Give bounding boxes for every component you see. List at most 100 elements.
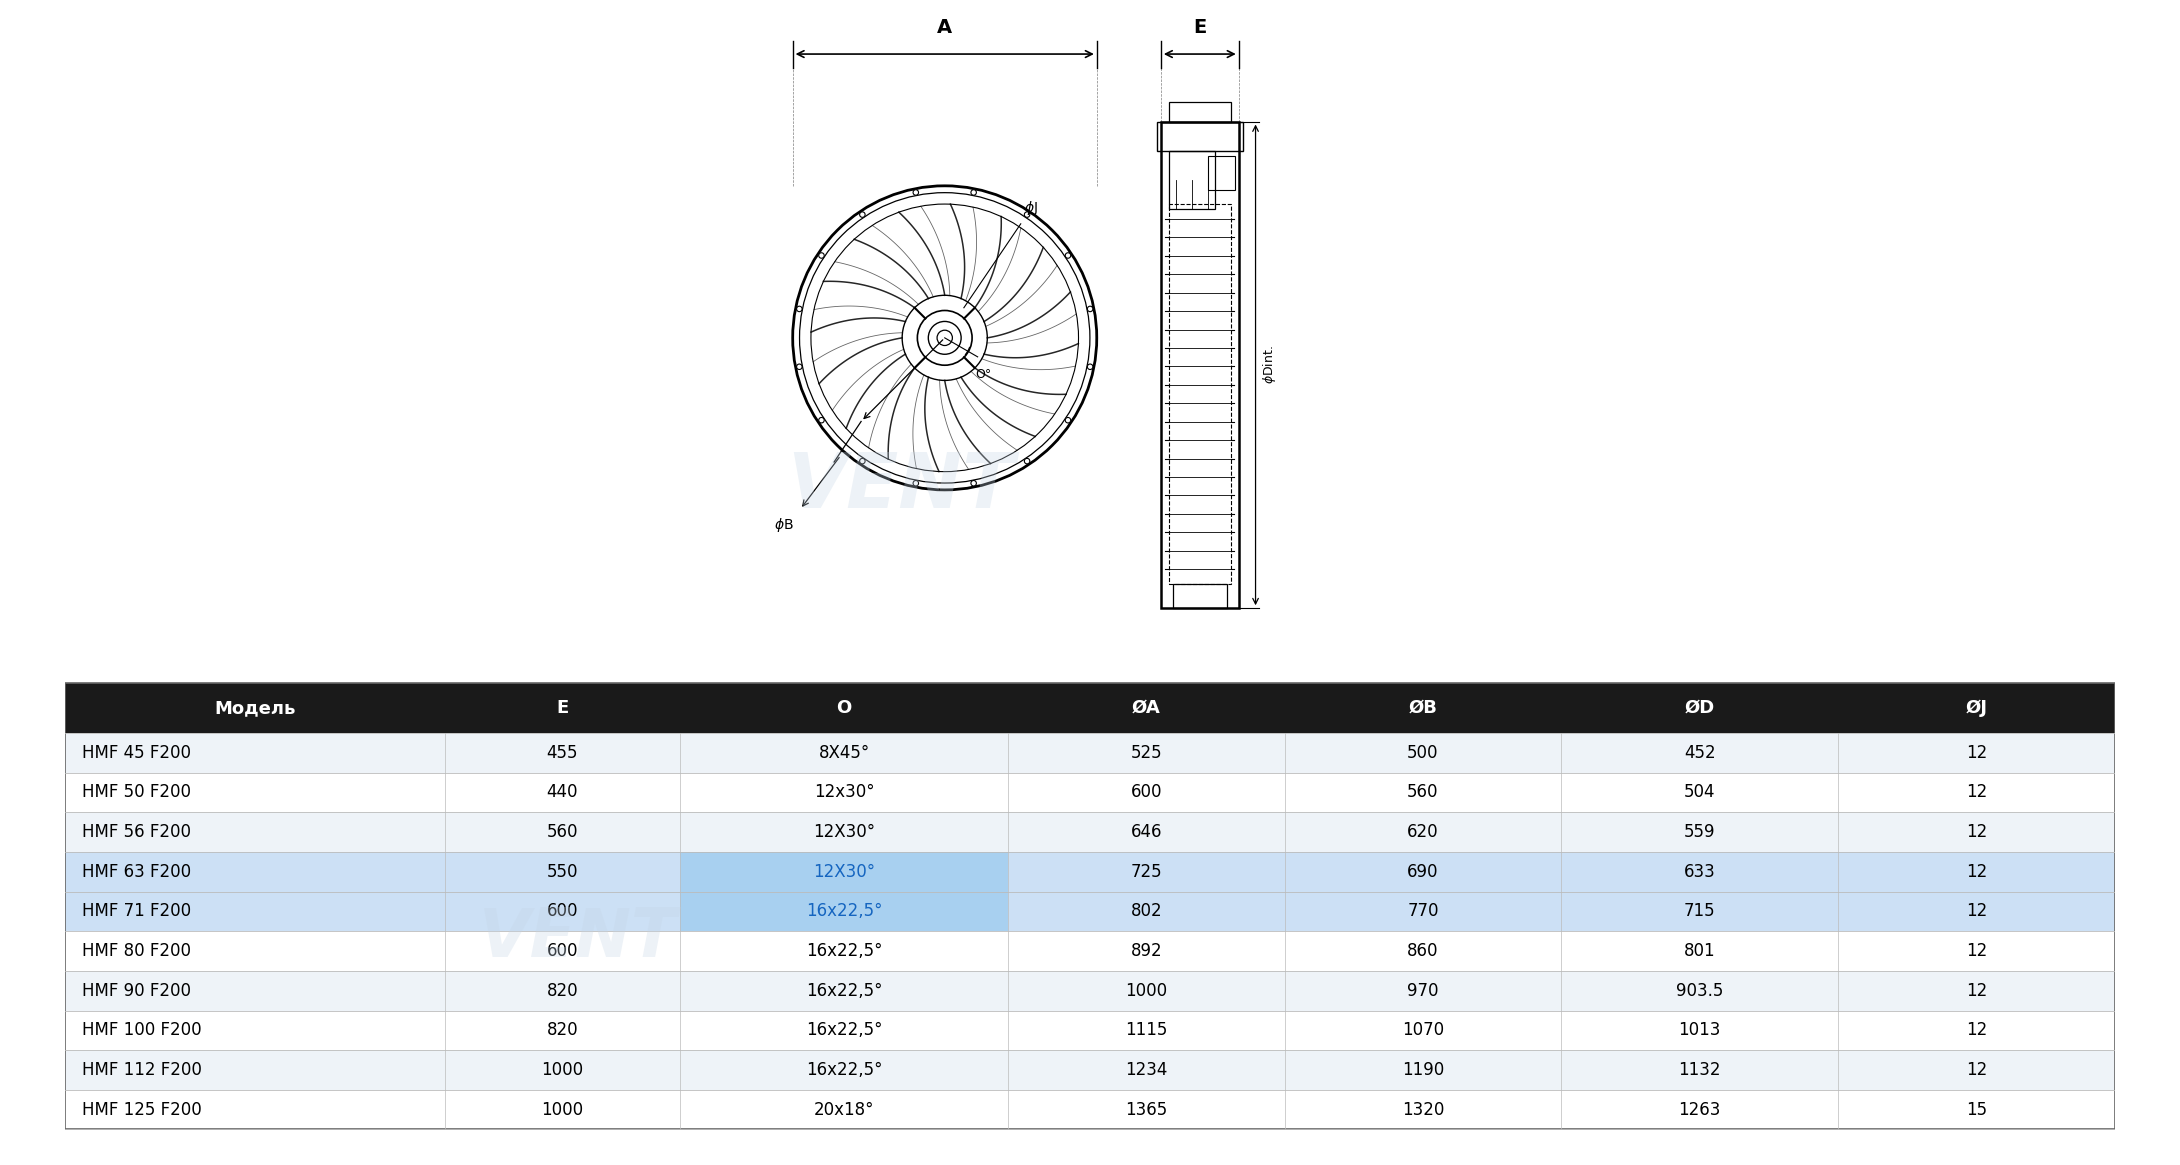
Text: 1013: 1013 (1679, 1022, 1720, 1039)
Text: HMF 125 F200: HMF 125 F200 (83, 1101, 201, 1118)
Text: 16x22,5°: 16x22,5° (807, 1022, 883, 1039)
Text: 440: 440 (547, 784, 578, 802)
Text: VENT: VENT (787, 450, 1014, 523)
Bar (65, 733, 2115, 772)
Text: 504: 504 (1683, 784, 1716, 802)
Text: 16x22,5°: 16x22,5° (807, 903, 883, 920)
Text: 560: 560 (1408, 784, 1439, 802)
Bar (1162, 121, 1238, 608)
Text: 1190: 1190 (1402, 1061, 1443, 1079)
Text: 12x30°: 12x30° (813, 784, 874, 802)
Text: 16x22,5°: 16x22,5° (807, 942, 883, 960)
Circle shape (859, 212, 865, 218)
Text: O: O (837, 699, 852, 716)
Circle shape (970, 480, 977, 486)
Text: 600: 600 (547, 903, 578, 920)
Text: 500: 500 (1408, 743, 1439, 762)
Bar (680, 891, 1007, 931)
Text: E: E (556, 699, 569, 716)
Text: 903.5: 903.5 (1676, 982, 1724, 1000)
Text: 525: 525 (1131, 743, 1162, 762)
Text: 455: 455 (547, 743, 578, 762)
Text: 1234: 1234 (1125, 1061, 1168, 1079)
Circle shape (913, 480, 918, 486)
Circle shape (970, 190, 977, 196)
Circle shape (913, 190, 918, 196)
Text: VENT: VENT (480, 905, 676, 972)
Text: ØB: ØB (1408, 699, 1437, 716)
Text: 16x22,5°: 16x22,5° (807, 982, 883, 1000)
Text: ØJ: ØJ (1966, 699, 1988, 716)
Text: HMF 112 F200: HMF 112 F200 (83, 1061, 203, 1079)
Bar (1168, 204, 1232, 584)
Circle shape (1066, 417, 1070, 423)
Text: 801: 801 (1683, 942, 1716, 960)
Text: 802: 802 (1131, 903, 1162, 920)
Circle shape (820, 253, 824, 259)
Bar (65, 1050, 2115, 1089)
Text: 12: 12 (1966, 784, 1986, 802)
Text: ØD: ØD (1685, 699, 1716, 716)
Text: $\phi$Dint.: $\phi$Dint. (1260, 346, 1277, 384)
Text: 12: 12 (1966, 1022, 1986, 1039)
Text: 12X30°: 12X30° (813, 863, 874, 881)
Text: 1070: 1070 (1402, 1022, 1443, 1039)
Bar (65, 891, 2115, 931)
Text: 560: 560 (547, 824, 578, 841)
Bar (1158, 121, 1243, 150)
Text: HMF 45 F200: HMF 45 F200 (83, 743, 192, 762)
Text: HMF 56 F200: HMF 56 F200 (83, 824, 192, 841)
Bar (65, 931, 2115, 970)
Circle shape (1088, 363, 1092, 369)
Text: $\phi$B: $\phi$B (774, 516, 794, 534)
Text: 12: 12 (1966, 863, 1986, 881)
Bar (65, 1089, 2115, 1130)
Text: 550: 550 (547, 863, 578, 881)
Bar (680, 852, 1007, 891)
Text: E: E (1192, 19, 1206, 37)
Circle shape (1088, 306, 1092, 312)
Text: 8X45°: 8X45° (818, 743, 870, 762)
Text: 600: 600 (1131, 784, 1162, 802)
Text: 1000: 1000 (541, 1101, 584, 1118)
Text: 600: 600 (547, 942, 578, 960)
Bar (1168, 103, 1232, 121)
Text: 559: 559 (1683, 824, 1716, 841)
Text: 1000: 1000 (541, 1061, 584, 1079)
Text: 16x22,5°: 16x22,5° (807, 1061, 883, 1079)
Bar (65, 772, 2115, 812)
Text: 20x18°: 20x18° (813, 1101, 874, 1118)
Text: 646: 646 (1131, 824, 1162, 841)
Text: HMF 80 F200: HMF 80 F200 (83, 942, 192, 960)
Text: 12: 12 (1966, 743, 1986, 762)
Text: 820: 820 (547, 982, 578, 1000)
Bar (65, 970, 2115, 1010)
Circle shape (859, 458, 865, 464)
Circle shape (796, 363, 802, 369)
Text: 820: 820 (547, 1022, 578, 1039)
Text: 1365: 1365 (1125, 1101, 1168, 1118)
Text: 15: 15 (1966, 1101, 1986, 1118)
Text: HMF 100 F200: HMF 100 F200 (83, 1022, 201, 1039)
Bar (1208, 156, 1234, 190)
Bar (1173, 584, 1227, 608)
Text: A: A (937, 19, 953, 37)
Text: 12: 12 (1966, 982, 1986, 1000)
Text: Модель: Модель (214, 699, 296, 716)
Bar (65, 812, 2115, 852)
Text: 892: 892 (1131, 942, 1162, 960)
Text: HMF 50 F200: HMF 50 F200 (83, 784, 192, 802)
Text: 725: 725 (1131, 863, 1162, 881)
Text: 12: 12 (1966, 824, 1986, 841)
Circle shape (1025, 458, 1029, 464)
Text: 1000: 1000 (1125, 982, 1168, 1000)
Bar (65, 683, 2115, 733)
Text: 715: 715 (1683, 903, 1716, 920)
Circle shape (1025, 212, 1029, 218)
Text: O°: O° (974, 368, 992, 381)
Text: 860: 860 (1408, 942, 1439, 960)
Bar (65, 852, 2115, 891)
Circle shape (1066, 253, 1070, 259)
Text: HMF 63 F200: HMF 63 F200 (83, 863, 192, 881)
Text: 1320: 1320 (1402, 1101, 1443, 1118)
